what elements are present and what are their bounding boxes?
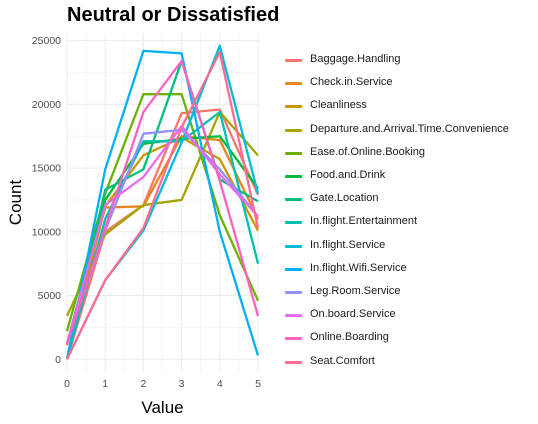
x-tick-label: 2 (140, 378, 146, 390)
legend-label: Baggage.Handling (310, 53, 401, 65)
legend-label: On.board.Service (310, 308, 396, 321)
legend-label: In.flight.Wifi.Service (310, 261, 407, 274)
legend-item: Check.in.Service (285, 75, 535, 91)
legend-label: Gate.Location (310, 192, 379, 205)
legend-label: Seat.Comfort (310, 354, 375, 367)
legend-label: In.flight.Service (310, 238, 386, 251)
legend-item: In.flight.Service (285, 238, 535, 254)
series-layer (65, 44, 260, 360)
series-line-baggage-handling (65, 108, 260, 360)
x-tick-label: 3 (179, 378, 185, 390)
series-line-on-board-service (65, 124, 259, 345)
legend-label: Food.and.Drink (310, 169, 386, 181)
y-tick-label: 25000 (32, 35, 61, 47)
legend-key (285, 128, 302, 132)
axis-layer: 0 5000 10000 15000 20000 25000 0 1 2 3 4 5 Value Coun… (6, 35, 261, 417)
legend-label: Online.Boarding (310, 331, 389, 344)
y-tick-label: 0 (55, 354, 61, 366)
x-tick-label: 5 (255, 378, 261, 390)
legend-label: Check.in.Service (310, 76, 393, 89)
legend-key (285, 267, 302, 271)
y-tick-label: 5000 (38, 290, 62, 302)
legend-label: In.flight.Entertainment (310, 215, 418, 228)
legend-key (285, 151, 302, 155)
legend-key (285, 198, 302, 202)
legend-item: Ease.of.Online.Booking (285, 145, 535, 161)
legend-item: Baggage.Handling (285, 52, 535, 68)
legend-item: Gate.Location (285, 191, 535, 207)
y-axis-label: Count (6, 180, 25, 226)
y-tick-label: 10000 (32, 226, 61, 238)
x-axis-label: Value (141, 398, 183, 417)
legend-item: On.board.Service (285, 307, 535, 323)
legend-label: Ease.of.Online.Booking (310, 145, 425, 158)
legend-item: In.flight.Wifi.Service (285, 261, 535, 277)
legend-key (285, 314, 302, 318)
legend-key (285, 337, 302, 341)
legend-key (285, 59, 302, 62)
chart-title: Neutral or Dissatisfied (67, 4, 280, 26)
x-tick-label: 4 (217, 378, 223, 390)
y-tick-label: 15000 (32, 163, 61, 175)
legend-key (285, 221, 302, 225)
series-line-seat-comfort (65, 50, 260, 360)
legend-key (285, 175, 302, 178)
legend-key (285, 291, 302, 294)
legend-label: Cleanliness (310, 99, 367, 112)
legend-key (285, 360, 302, 364)
series-line-online-boarding (65, 59, 260, 345)
legend-key (285, 105, 302, 109)
legend-item: Cleanliness (285, 98, 535, 114)
legend-item: Food.and.Drink (285, 168, 535, 184)
series-line-in-flight-wifi-service (65, 49, 260, 360)
x-tick-label: 1 (102, 378, 108, 390)
legend-label: Departure.and.Arrival.Time.Convenience (310, 122, 509, 135)
legend-item: Departure.and.Arrival.Time.Convenience (285, 122, 535, 138)
legend-label: Leg.Room.Service (310, 285, 401, 297)
legend-item: In.flight.Entertainment (285, 214, 535, 230)
y-tick-label: 20000 (32, 99, 61, 111)
legend-item: Seat.Comfort (285, 354, 535, 370)
x-tick-label: 0 (64, 378, 70, 390)
legend-item: Online.Boarding (285, 330, 535, 346)
series-line-in-flight-entertainment (65, 110, 260, 360)
legend-key (285, 244, 302, 248)
legend-item: Leg.Room.Service (285, 284, 535, 300)
legend-key (285, 82, 302, 86)
